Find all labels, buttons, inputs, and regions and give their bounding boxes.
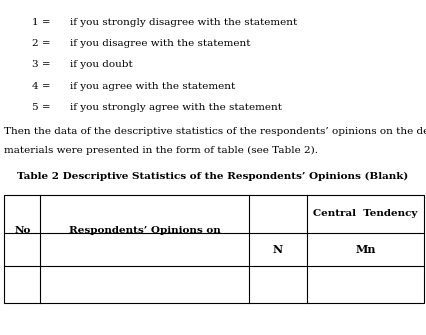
Text: if you strongly agree with the statement: if you strongly agree with the statement (70, 103, 282, 112)
Text: 4 =: 4 = (32, 82, 51, 91)
Text: Respondents’ Opinions on: Respondents’ Opinions on (69, 226, 221, 235)
Text: No: No (14, 226, 31, 235)
Text: 5 =: 5 = (32, 103, 51, 112)
Text: 3 =: 3 = (32, 60, 51, 69)
Text: 2 =: 2 = (32, 39, 51, 48)
Text: materials were presented in the form of table (see Table 2).: materials were presented in the form of … (4, 146, 318, 155)
Text: if you doubt: if you doubt (70, 60, 133, 69)
Text: if you agree with the statement: if you agree with the statement (70, 82, 236, 91)
Text: 1 =: 1 = (32, 18, 51, 27)
Text: Mn: Mn (355, 244, 376, 255)
Text: Table 2 Descriptive Statistics of the Respondents’ Opinions (Blank): Table 2 Descriptive Statistics of the Re… (17, 172, 409, 181)
Text: Central  Tendency: Central Tendency (313, 209, 417, 218)
Text: if you strongly disagree with the statement: if you strongly disagree with the statem… (70, 18, 297, 27)
Text: Then the data of the descriptive statistics of the respondents’ opinions on the : Then the data of the descriptive statist… (4, 127, 426, 136)
Bar (4, 195, 424, 303)
Text: N: N (273, 244, 283, 255)
Text: if you disagree with the statement: if you disagree with the statement (70, 39, 251, 48)
